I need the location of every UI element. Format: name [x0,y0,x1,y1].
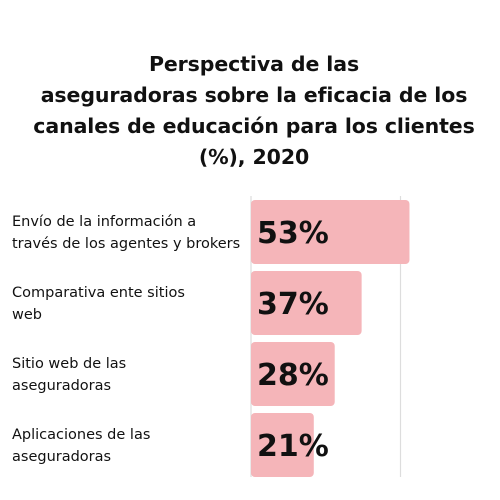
category-label-0-1: través de los agentes y brokers [12,236,240,252]
chart-title-line-1: Perspectiva de las [148,52,360,76]
bar-3 [251,413,314,477]
category-label-2-0: Sitio web de las [12,356,126,372]
chart-title-line-4: (%), 2020 [198,145,310,169]
bar-1 [251,271,362,335]
category-label-3-1: aseguradoras [12,449,111,465]
bar-2 [251,342,335,406]
data-label-2: 28% [257,358,329,393]
data-label-3: 21% [257,429,329,464]
category-label-1-1: web [12,307,42,323]
category-label-3-0: Aplicaciones de las [12,427,150,443]
chart-title-line-2: aseguradoras sobre la eficacia de los [40,83,468,107]
chart-title-line-3: canales de educación para los clientes [33,114,475,138]
category-label-2-1: aseguradoras [12,378,111,394]
data-label-0: 53% [257,216,329,251]
data-label-1: 37% [257,287,329,322]
category-label-1-0: Comparativa ente sitios [12,285,185,301]
chart-title: Perspectiva de las aseguradoras sobre la… [20,49,488,173]
bar-0 [251,200,410,264]
category-label-0-0: Envío de la información a [12,214,196,230]
